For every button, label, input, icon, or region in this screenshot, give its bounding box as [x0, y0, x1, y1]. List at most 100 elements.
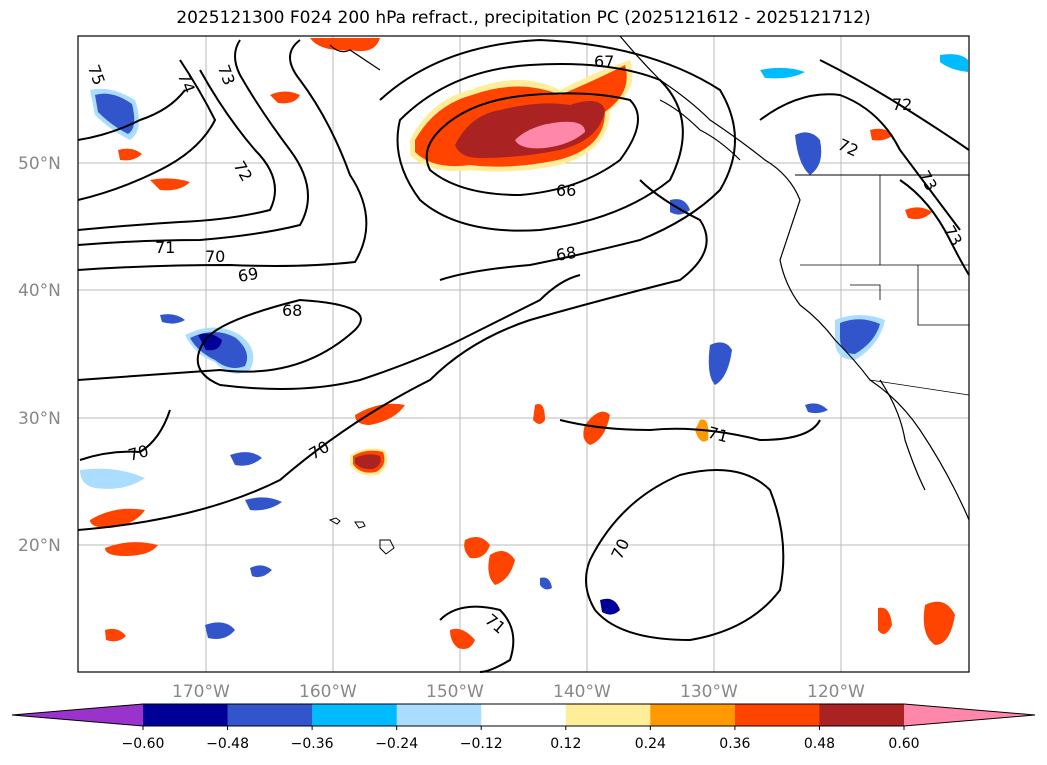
colorbar-ticks: −0.60 −0.48 −0.36 −0.24 −0.12 0.12 0.24 0.36 0.4… [122, 726, 920, 752]
precip-area-o [118, 148, 142, 161]
contour-71-south [559, 419, 821, 442]
precip-neg-p [160, 314, 185, 324]
precip-neg-m [760, 67, 805, 79]
colorbar-cell [143, 704, 229, 726]
precip-neg-g [80, 468, 145, 489]
precip-negative-areas [80, 54, 968, 639]
lat-label-50n: 50°N [18, 154, 61, 174]
precip-area-d [105, 542, 158, 556]
coastline-north-america [619, 35, 970, 521]
precip-neg-n [940, 54, 968, 72]
precip-area-j [878, 607, 892, 634]
colorbar-tick-label: −0.24 [375, 736, 418, 752]
contour-69 [77, 39, 368, 271]
contour-68-south [77, 274, 581, 390]
coastlines [328, 35, 970, 555]
contour-70-main [77, 179, 708, 531]
contour-label-67: 67 [594, 52, 614, 71]
hawaiian-islands [328, 517, 395, 555]
precip-area-c [90, 508, 145, 528]
lon-label-140w: 140°W [553, 682, 611, 702]
precip-neg-j [205, 622, 235, 639]
longitude-labels: 170°W 160°W 150°W 140°W 130°W 120°W [172, 682, 865, 702]
contour-68-north [379, 38, 736, 281]
border-us-mexico [869, 379, 970, 396]
precip-area-i [923, 601, 955, 645]
precip-neg-q [540, 577, 552, 590]
colorbar: −0.60 −0.48 −0.36 −0.24 −0.12 0.12 0.24 0.36 0.4… [11, 703, 1036, 752]
precip-area-nw [270, 91, 300, 104]
colorbar-tick-label: 0.60 [888, 736, 919, 752]
lon-label-170w: 170°W [172, 682, 230, 702]
precip-area-north [310, 38, 380, 52]
precip-area-b [355, 403, 405, 425]
contour-label-68-west: 68 [282, 301, 302, 320]
border-state-3 [917, 265, 969, 326]
contour-label-70: 70 [205, 247, 225, 266]
precip-neg-f [600, 598, 620, 615]
contour-71-southwest [439, 605, 515, 673]
coastline-alaska-peninsula [329, 44, 381, 71]
contour-72-west [77, 59, 217, 201]
contour-71 [77, 69, 276, 231]
colorbar-tick-label: 0.48 [804, 736, 835, 752]
contour-label-66: 66 [556, 181, 576, 200]
lon-label-150w: 150°W [426, 682, 484, 702]
precip-area-g [583, 411, 610, 445]
colorbar-cells [143, 704, 905, 726]
colorbar-tick-label: 0.24 [635, 736, 666, 752]
contour-label-71-center: 71 [706, 423, 731, 447]
precip-area-f [488, 551, 515, 585]
contours [77, 38, 970, 673]
contour-66 [425, 92, 639, 197]
contour-73-east [899, 179, 970, 276]
contour-70-north [77, 39, 309, 246]
colorbar-cell [396, 704, 482, 726]
precip-area-k [450, 628, 475, 649]
map-title: 2025121300 F024 200 hPa refract., precip… [176, 8, 871, 28]
colorbar-cell [819, 704, 905, 726]
colorbar-extend-left [12, 704, 143, 726]
precip-area-gulf-core [455, 101, 605, 158]
contour-label-68-east: 68 [554, 243, 577, 265]
contour-label-70-west: 70 [126, 441, 151, 465]
precip-area-gulf-peak [515, 121, 585, 149]
precip-area-h [533, 404, 545, 424]
contour-70-south [585, 469, 785, 642]
colorbar-cell [312, 704, 398, 726]
precip-area-l [870, 128, 893, 141]
colorbar-tick-label: −0.48 [206, 736, 249, 752]
colorbar-cell [734, 704, 820, 726]
coastline-baja [879, 379, 926, 491]
lat-label-20n: 20°N [18, 536, 61, 556]
coastline-alaska-panhandle [659, 99, 741, 161]
colorbar-tick-label: −0.36 [291, 736, 334, 752]
contour-label-72-east: 72 [892, 95, 912, 114]
precip-area-e [464, 536, 490, 559]
latitude-labels: 50°N 40°N 30°N 20°N [18, 154, 61, 556]
colorbar-cell [650, 704, 736, 726]
contour-label-69: 69 [236, 264, 259, 286]
precip-neg-e [708, 342, 732, 385]
lon-label-130w: 130°W [680, 682, 738, 702]
lon-label-120w: 120°W [807, 682, 865, 702]
lon-label-160w: 160°W [299, 682, 357, 702]
colorbar-tick-label: 0.12 [550, 736, 581, 752]
lat-label-40n: 40°N [18, 281, 61, 301]
contour-73 [77, 89, 186, 141]
colorbar-tick-label: 0.36 [719, 736, 750, 752]
precip-neg-i [245, 497, 282, 511]
colorbar-tick-label: −0.60 [122, 736, 165, 752]
border-state-4 [850, 284, 881, 300]
contour-label-71: 71 [155, 238, 175, 257]
precip-area-p [105, 628, 126, 642]
contour-70-west [79, 409, 171, 461]
precip-positive-areas [90, 38, 955, 649]
colorbar-tick-label: −0.12 [460, 736, 503, 752]
precip-area-n [150, 178, 190, 191]
contour-67 [396, 63, 684, 232]
precip-neg-h [230, 452, 262, 466]
precip-neg-d [795, 132, 822, 175]
contour-72-east [759, 93, 961, 231]
